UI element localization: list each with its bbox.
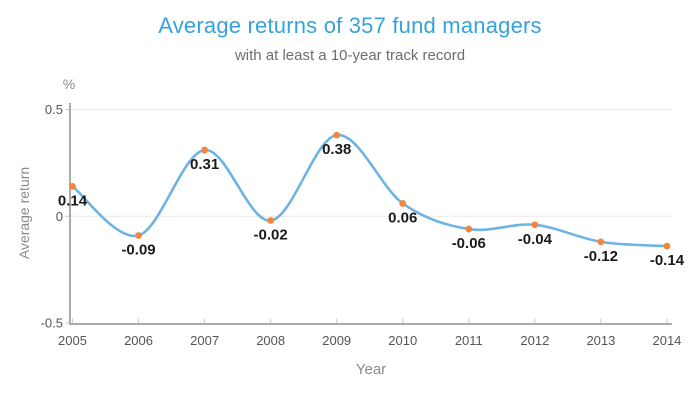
data-point-label: -0.09 [121, 241, 155, 258]
x-tick-label: 2006 [124, 333, 153, 348]
line-series-path [71, 133, 669, 248]
x-tick-label: 2007 [190, 333, 219, 348]
y-tick-label: -0.5 [41, 316, 63, 331]
x-tick-label: 2005 [58, 333, 87, 348]
y-tick-label: 0.5 [45, 102, 63, 117]
x-tick-label: 2010 [388, 333, 417, 348]
data-point-label: 0.14 [58, 192, 88, 209]
data-point[interactable] [333, 131, 341, 139]
chart-title: Average returns of 357 fund managers [158, 13, 542, 38]
data-point[interactable] [531, 221, 539, 229]
data-point-label: 0.31 [190, 156, 219, 173]
x-tick-label: 2012 [520, 333, 549, 348]
data-point[interactable] [663, 242, 671, 250]
data-point[interactable] [201, 146, 209, 154]
x-axis-title: Year [355, 361, 387, 378]
data-point[interactable] [267, 217, 275, 224]
data-point[interactable] [465, 225, 473, 233]
data-point[interactable] [399, 200, 407, 207]
y-axis-unit-label: % [62, 76, 76, 92]
data-point[interactable] [69, 182, 76, 190]
data-point-label: -0.12 [584, 248, 618, 265]
data-point-label: 0.38 [322, 141, 351, 158]
data-point-label: -0.06 [452, 235, 486, 252]
data-point-label: 0.06 [388, 209, 417, 226]
data-point[interactable] [597, 238, 605, 246]
x-tick-label: 2013 [586, 333, 615, 348]
x-tick-label: 2009 [322, 333, 351, 348]
data-point[interactable] [135, 232, 142, 239]
data-point-label: -0.14 [650, 252, 685, 269]
y-tick-label: 0 [56, 209, 63, 224]
x-tick-label: 2008 [256, 333, 285, 348]
data-point-label: -0.02 [254, 227, 288, 244]
x-tick-label: 2014 [652, 333, 681, 348]
data-point-label: -0.04 [518, 231, 553, 248]
chart-subtitle: with at least a 10-year track record [234, 47, 466, 64]
x-tick-label: 2011 [455, 333, 483, 348]
